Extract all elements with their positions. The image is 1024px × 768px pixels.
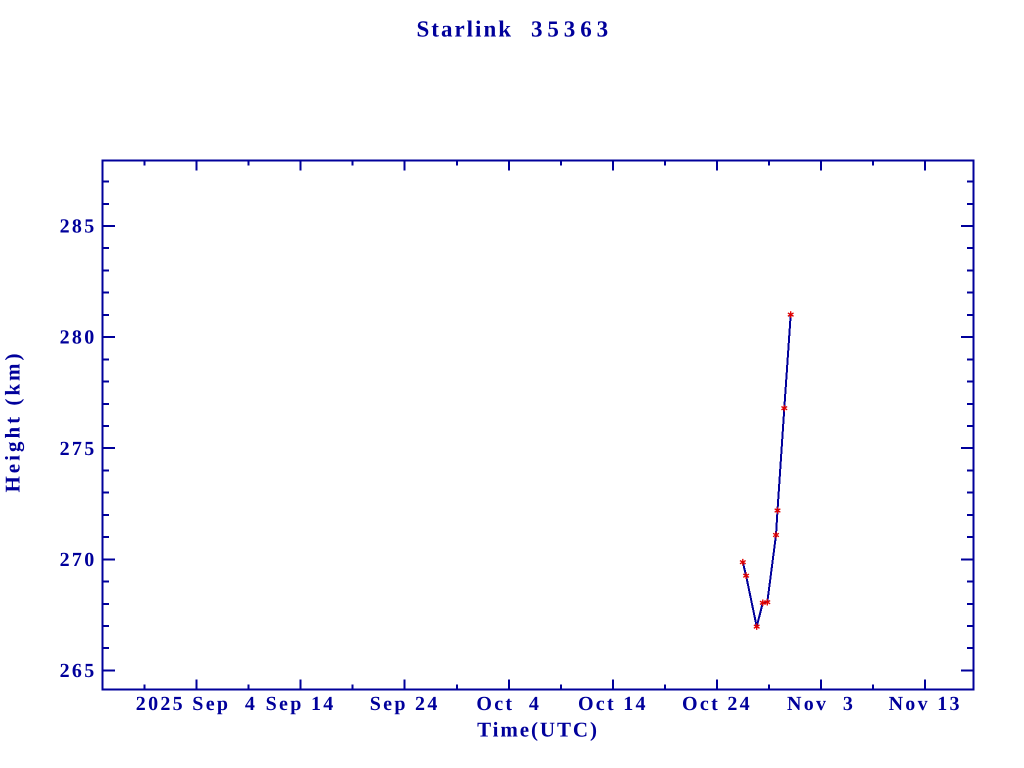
svg-text:270: 270 — [60, 549, 97, 571]
svg-text:Sep 14: Sep 14 — [266, 693, 336, 715]
svg-text:275: 275 — [60, 438, 97, 460]
svg-text:2025 Sep 4: 2025 Sep 4 — [136, 693, 257, 715]
svg-text:285: 285 — [60, 216, 97, 238]
svg-text:Oct 4: Oct 4 — [476, 693, 541, 715]
svg-text:Oct 14: Oct 14 — [578, 693, 648, 715]
svg-text:265: 265 — [60, 660, 97, 682]
svg-text:35363: 35363 — [531, 17, 613, 42]
svg-text:Oct 24: Oct 24 — [682, 693, 752, 715]
svg-text:Nov 3: Nov 3 — [787, 693, 855, 715]
svg-text:Sep 24: Sep 24 — [370, 693, 440, 715]
svg-text:280: 280 — [60, 327, 97, 349]
svg-text:Time(UTC): Time(UTC) — [477, 718, 599, 742]
svg-text:Nov 13: Nov 13 — [889, 693, 962, 715]
svg-text:Starlink: Starlink — [417, 17, 514, 42]
svg-text:Height (km): Height (km) — [1, 350, 25, 492]
